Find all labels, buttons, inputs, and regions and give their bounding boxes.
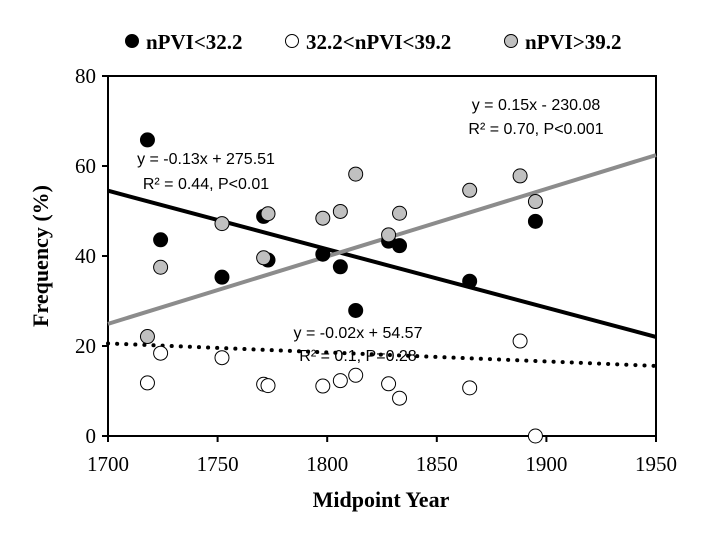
- trendline-series-1: [107, 188, 657, 339]
- data-point-series-2: [381, 376, 397, 392]
- data-point-series-2: [139, 375, 155, 391]
- data-point-series-2: [512, 333, 528, 349]
- data-point-series-2: [153, 345, 169, 361]
- x-axis-title: Midpoint Year: [313, 487, 450, 512]
- y-tick-label: 40: [75, 244, 96, 268]
- y-tick-label: 0: [86, 424, 97, 448]
- data-point-series-1: [392, 238, 408, 254]
- trend-stats-series-2: R² = 0.1, P=0.28: [299, 348, 417, 365]
- data-point-series-3: [332, 203, 348, 219]
- data-point-series-3: [527, 194, 543, 210]
- data-point-series-3: [512, 168, 528, 184]
- y-tick-label: 20: [75, 334, 96, 358]
- legend-label-series-3: nPVI>39.2: [525, 30, 622, 54]
- data-point-series-2: [332, 373, 348, 389]
- data-point-series-3: [315, 210, 331, 226]
- data-point-series-1: [462, 273, 478, 289]
- y-tick-label: 80: [75, 64, 96, 88]
- plot-area: 1700 1750 1800 1850 1900 1950 0 20 40 60 80 y = -0.…: [75, 64, 677, 476]
- data-point-series-1: [153, 232, 169, 248]
- data-point-series-3: [348, 166, 364, 182]
- data-point-series-3: [214, 216, 230, 232]
- x-tick-label: 1850: [416, 452, 458, 476]
- data-point-series-2: [260, 378, 276, 394]
- legend-marker-series-3: [504, 34, 518, 48]
- data-point-series-3: [392, 205, 408, 221]
- trend-stats-series-1: R² = 0.44, P<0.01: [143, 176, 269, 193]
- x-tick-label: 1950: [635, 452, 677, 476]
- data-point-series-1: [332, 259, 348, 275]
- trend-stats-series-3: R² = 0.70, P<0.001: [468, 121, 603, 138]
- data-point-series-3: [260, 206, 276, 222]
- data-point-series-2: [214, 350, 230, 366]
- data-point-series-3: [139, 329, 155, 345]
- trendline-series-2: [106, 341, 658, 368]
- data-point-series-1: [315, 246, 331, 262]
- legend-label-series-2: 32.2<nPVI<39.2: [306, 30, 451, 54]
- data-point-series-2: [392, 390, 408, 406]
- data-point-series-2: [348, 367, 364, 383]
- legend-label-series-1: nPVI<32.2: [146, 30, 243, 54]
- data-point-series-1: [214, 269, 230, 285]
- data-point-series-3: [256, 250, 272, 266]
- data-point-series-3: [381, 227, 397, 243]
- y-tick-label: 60: [75, 154, 96, 178]
- data-point-series-1: [139, 132, 155, 148]
- data-point-series-2: [527, 428, 543, 444]
- trend-equation-series-3: y = 0.15x - 230.08: [472, 97, 601, 114]
- legend-marker-series-2: [285, 34, 299, 48]
- data-point-series-1: [527, 213, 543, 229]
- y-axis-title: Frequency (%): [28, 185, 53, 327]
- trend-equation-series-2: y = -0.02x + 54.57: [294, 325, 423, 342]
- legend: nPVI<32.2 32.2<nPVI<39.2 nPVI>39.2: [125, 30, 622, 54]
- trend-equation-series-1: y = -0.13x + 275.51: [137, 151, 275, 168]
- x-tick-label: 1800: [306, 452, 348, 476]
- data-point-series-3: [153, 259, 169, 275]
- x-tick-label: 1700: [87, 452, 129, 476]
- data-point-series-2: [462, 380, 478, 396]
- x-tick-label: 1750: [197, 452, 239, 476]
- data-point-series-1: [348, 302, 364, 318]
- legend-marker-series-1: [125, 34, 139, 48]
- data-point-series-3: [462, 182, 478, 198]
- data-point-series-2: [315, 378, 331, 394]
- x-tick-label: 1900: [525, 452, 567, 476]
